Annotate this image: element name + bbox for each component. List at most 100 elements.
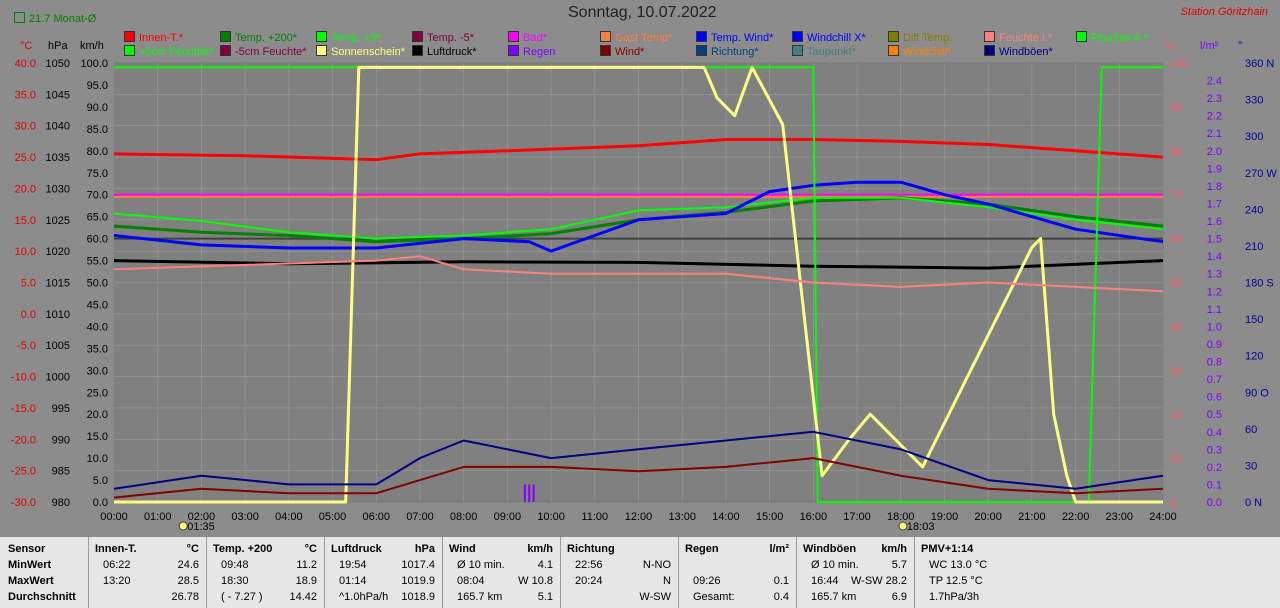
tick-label-time: 03:00 xyxy=(231,511,259,523)
table-cell: 18.9 xyxy=(295,575,317,587)
legend-item: Temp. +200* xyxy=(220,31,297,44)
tick-label-wind: 65.0 xyxy=(87,212,108,224)
tick-label-hpa: 1010 xyxy=(46,309,70,321)
legend-item: Taupunkt* xyxy=(792,45,856,58)
table-cell: 165.7 km xyxy=(457,591,503,603)
series-line xyxy=(113,138,1164,162)
series-line xyxy=(113,255,1164,293)
legend-swatch xyxy=(220,45,231,56)
table-cell: PMV+1:14 xyxy=(921,543,974,555)
tick-label-hpa: 1005 xyxy=(46,340,70,352)
tick-label-wind: 35.0 xyxy=(87,343,108,355)
tick-label-temp: -30.0 xyxy=(11,497,36,509)
tick-label-wind: 10.0 xyxy=(87,453,108,465)
table-cell: 06:22 xyxy=(103,559,131,571)
legend-item: Temp. +5* xyxy=(316,31,381,44)
legend-label: Temp. Wind* xyxy=(711,32,774,44)
tick-label-time: 10:00 xyxy=(537,511,565,523)
tick-label-percent: 10 xyxy=(1170,453,1182,465)
legend-item: Sonnenschein* xyxy=(316,45,405,58)
tick-label-wind: 20.0 xyxy=(87,409,108,421)
table-cell: WC 13.0 °C xyxy=(929,559,988,571)
legend-label: Taupunkt* xyxy=(807,46,856,58)
tick-label-temp: 35.0 xyxy=(15,89,36,101)
sunset-label: 18:03 xyxy=(907,521,935,533)
tick-label-time: 00:00 xyxy=(100,511,128,523)
tick-label-percent: 70 xyxy=(1170,190,1182,202)
tick-label-rain: 2.0 xyxy=(1207,146,1222,158)
legend-swatch xyxy=(508,31,519,42)
table-cell: ( - 7.27 ) xyxy=(221,591,263,603)
sunset-icon xyxy=(898,521,908,531)
tick-label-rain: 2.2 xyxy=(1207,111,1222,123)
tick-label-rain: 2.1 xyxy=(1207,128,1222,140)
tick-label-percent: 60 xyxy=(1170,234,1182,246)
legend-swatch xyxy=(696,45,707,56)
table-cell: 1019.9 xyxy=(401,575,435,587)
tick-label-rain: 0.0 xyxy=(1207,497,1222,509)
legend-swatch xyxy=(600,31,611,42)
tick-label-percent: 80 xyxy=(1170,146,1182,158)
tick-label-rain: 2.3 xyxy=(1207,93,1222,105)
tick-label-direction: 0 N xyxy=(1245,497,1262,509)
series-line xyxy=(113,196,1164,240)
tick-label-wind: 15.0 xyxy=(87,431,108,443)
tick-label-hpa: 985 xyxy=(52,466,70,478)
tick-label-temp: 30.0 xyxy=(15,121,36,133)
table-cell: Temp. +200 xyxy=(213,543,273,555)
tick-label-percent: 0 xyxy=(1170,497,1176,509)
tick-label-percent: 90 xyxy=(1170,102,1182,114)
tick-label-wind: 50.0 xyxy=(87,278,108,290)
statistics-table: Sensor MinWert MaxWert Durchschnitt Innen-T.… xyxy=(0,537,1280,608)
legend-item: Regen xyxy=(508,45,555,58)
unit-percent: % xyxy=(1164,40,1174,52)
tick-label-direction: 240 xyxy=(1245,204,1263,216)
table-column: Regen l/m² 09:26 0.1 Gesamt: 0.4 xyxy=(678,537,797,608)
tick-label-rain: 0.3 xyxy=(1207,444,1222,456)
tick-label-rain: 0.9 xyxy=(1207,339,1222,351)
tick-label-direction: 60 xyxy=(1245,424,1257,436)
table-cell: 165.7 km xyxy=(811,591,857,603)
tick-label-rain: 0.4 xyxy=(1207,427,1222,439)
tick-label-temp: 0.0 xyxy=(21,309,36,321)
table-column: PMV+1:14 WC 13.0 °C TP 12.5 °C 1.7hPa/3h xyxy=(914,537,1035,608)
rain-bar xyxy=(523,484,526,502)
legend-item: Bad* xyxy=(508,31,547,44)
table-cell: Richtung xyxy=(567,543,615,555)
table-cell: 16:44 xyxy=(811,575,839,587)
series-line xyxy=(114,65,1163,504)
rain-bar xyxy=(532,484,535,502)
legend-swatch xyxy=(412,31,423,42)
tick-label-temp: -25.0 xyxy=(11,466,36,478)
legend-item: Wind* xyxy=(600,45,644,58)
tick-label-wind: 85.0 xyxy=(87,124,108,136)
tick-label-rain: 1.4 xyxy=(1207,251,1222,263)
legend-item: Feuchte A.* xyxy=(1076,31,1148,44)
tick-label-direction: 90 O xyxy=(1245,387,1269,399)
table-cell: 5.7 xyxy=(891,559,907,571)
tick-label-wind: 45.0 xyxy=(87,299,108,311)
tick-label-rain: 0.5 xyxy=(1207,409,1222,421)
tick-label-wind: 100.0 xyxy=(80,58,108,70)
table-cell: Ø 10 min. xyxy=(811,559,859,571)
tick-label-rain: 0.7 xyxy=(1207,374,1222,386)
tick-label-hpa: 1045 xyxy=(46,89,70,101)
legend-label: Feuchte I.* xyxy=(999,32,1053,44)
legend-swatch xyxy=(984,45,995,56)
legend-item: Diff Temp. xyxy=(888,31,952,44)
legend-item: Feuchte I.* xyxy=(984,31,1052,44)
legend-label: Windböen* xyxy=(999,46,1053,58)
tick-label-time: 21:00 xyxy=(1018,511,1046,523)
tick-label-time: 19:00 xyxy=(931,511,959,523)
legend-label: Sonnenschein* xyxy=(331,46,406,58)
table-cell: °C xyxy=(186,543,199,555)
table-column: Wind km/h Ø 10 min. 4.1 08:04 W 10.8 165.7 km 5… xyxy=(442,537,561,608)
legend-item: Temp. Wind* xyxy=(696,31,773,44)
tick-label-time: 07:00 xyxy=(406,511,434,523)
table-cell: 5.1 xyxy=(537,591,553,603)
legend-swatch xyxy=(792,31,803,42)
table-column: Windböen km/h Ø 10 min. 5.7 16:44 W-SW 28.2 16… xyxy=(796,537,915,608)
tick-label-time: 14:00 xyxy=(712,511,740,523)
table-cell: km/h xyxy=(527,543,553,555)
legend-item: Windchill X* xyxy=(792,31,866,44)
